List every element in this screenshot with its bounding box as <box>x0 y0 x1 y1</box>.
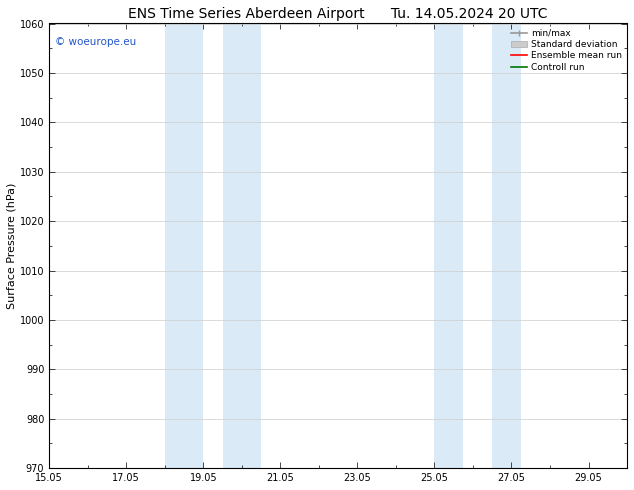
Bar <box>223 24 261 468</box>
Legend: min/max, Standard deviation, Ensemble mean run, Controll run: min/max, Standard deviation, Ensemble me… <box>508 26 624 74</box>
Bar <box>434 24 463 468</box>
Y-axis label: Surface Pressure (hPa): Surface Pressure (hPa) <box>7 183 17 309</box>
Bar <box>165 24 204 468</box>
Title: ENS Time Series Aberdeen Airport      Tu. 14.05.2024 20 UTC: ENS Time Series Aberdeen Airport Tu. 14.… <box>128 7 548 21</box>
Text: © woeurope.eu: © woeurope.eu <box>55 37 136 47</box>
Bar <box>492 24 521 468</box>
